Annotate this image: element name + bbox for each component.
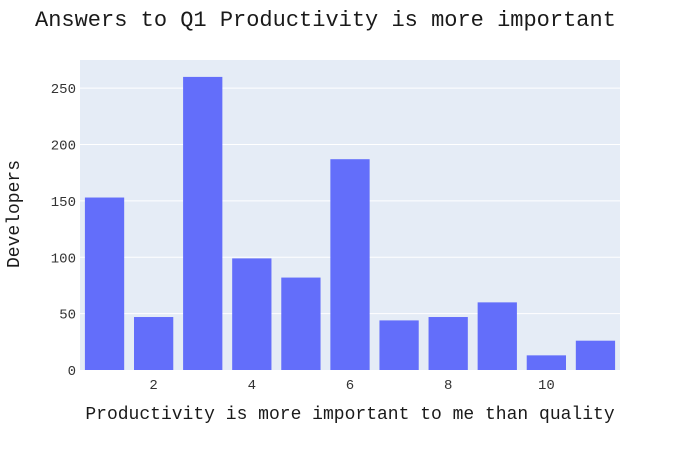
x-tick-label: 2 [149, 378, 157, 394]
x-tick-label: 4 [248, 378, 256, 394]
bar [379, 320, 419, 370]
chart-title: Answers to Q1 Productivity is more impor… [35, 8, 616, 33]
x-tick-label: 10 [538, 378, 555, 394]
bar [526, 355, 566, 370]
bar [330, 159, 370, 370]
y-tick-label: 200 [51, 139, 76, 155]
y-tick-label: 0 [68, 364, 76, 380]
bar [84, 197, 125, 370]
bar [232, 258, 272, 370]
bar [477, 302, 517, 370]
bar [575, 340, 616, 370]
y-tick-label: 250 [51, 82, 76, 98]
y-tick-label: 150 [51, 195, 76, 211]
x-tick-label: 8 [444, 378, 452, 394]
bar [281, 277, 321, 370]
y-tick-label: 50 [59, 308, 76, 324]
y-tick-label: 100 [51, 251, 76, 267]
y-axis-label: Developers [5, 159, 25, 269]
x-tick-label: 6 [346, 378, 354, 394]
x-axis-label: Productivity is more important to me tha… [85, 405, 615, 425]
bar [183, 76, 223, 370]
bar [134, 317, 174, 370]
bar [428, 317, 468, 370]
